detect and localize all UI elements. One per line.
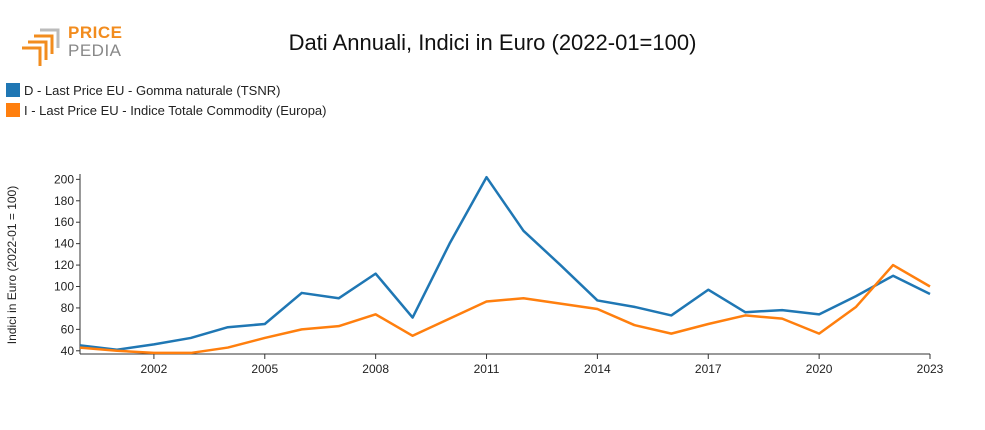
y-tick-label: 160 bbox=[54, 215, 74, 229]
y-tick-label: 200 bbox=[54, 172, 74, 186]
legend: D - Last Price EU - Gomma naturale (TSNR… bbox=[6, 80, 327, 120]
legend-label-rubber: D - Last Price EU - Gomma naturale (TSNR… bbox=[24, 82, 281, 98]
logo-line1: PRICE bbox=[68, 23, 123, 42]
legend-item-commodity[interactable]: I - Last Price EU - Indice Totale Commod… bbox=[6, 100, 327, 120]
series-lines bbox=[79, 175, 931, 355]
x-tick-label: 2017 bbox=[695, 362, 722, 376]
chart-title: Dati Annuali, Indici in Euro (2022-01=10… bbox=[288, 30, 697, 55]
legend-swatch-rubber bbox=[6, 83, 20, 97]
series-line-2 bbox=[79, 263, 931, 355]
y-tick-label: 120 bbox=[54, 258, 74, 272]
x-tick-label: 2011 bbox=[474, 362, 500, 376]
legend-label-commodity: I - Last Price EU - Indice Totale Commod… bbox=[24, 102, 327, 118]
y-tick-label: 40 bbox=[61, 344, 75, 358]
logo-text: PRICE PEDIA bbox=[68, 24, 122, 60]
y-tick-label: 60 bbox=[61, 322, 75, 336]
series-line-1 bbox=[79, 175, 931, 351]
logo-mark bbox=[22, 28, 60, 66]
logo-line2: PEDIA bbox=[68, 41, 122, 60]
x-tick-label: 2023 bbox=[917, 362, 944, 376]
y-tick-label: 100 bbox=[54, 280, 74, 294]
y-tick-label: 180 bbox=[54, 194, 74, 208]
legend-item-rubber[interactable]: D - Last Price EU - Gomma naturale (TSNR… bbox=[6, 80, 327, 100]
x-tick-label: 2014 bbox=[584, 362, 611, 376]
x-tick-label: 2008 bbox=[362, 362, 389, 376]
y-tick-label: 80 bbox=[61, 301, 75, 315]
x-tick-label: 2020 bbox=[806, 362, 833, 376]
legend-swatch-commodity bbox=[6, 103, 20, 117]
axes: 40 60 80 100 120 140 160 180 200 2002 2005 2008 2011… bbox=[54, 172, 944, 376]
y-tick-label: 140 bbox=[54, 237, 74, 251]
x-tick-label: 2005 bbox=[251, 362, 278, 376]
x-tick-label: 2002 bbox=[141, 362, 168, 376]
